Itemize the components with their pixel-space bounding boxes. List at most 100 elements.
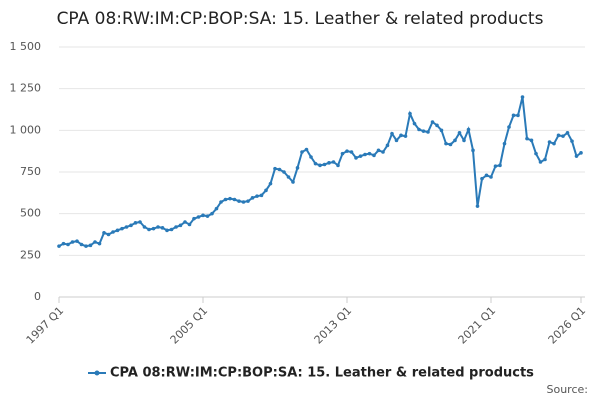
point [489, 175, 493, 179]
point [547, 140, 552, 144]
legend-point [94, 370, 100, 376]
point [381, 150, 385, 154]
point [70, 240, 75, 244]
point [129, 223, 133, 228]
point [232, 197, 237, 202]
point [277, 167, 282, 172]
point [196, 215, 201, 219]
point [502, 141, 507, 146]
point [493, 164, 498, 168]
point [466, 127, 471, 132]
point [214, 206, 219, 211]
point [223, 197, 228, 202]
point [376, 148, 381, 153]
point [520, 95, 525, 99]
point [462, 138, 466, 143]
point [349, 150, 354, 154]
point [561, 134, 565, 138]
x-tick-label: 1997 Q1 [24, 304, 67, 347]
y-tick-label: 1 500 [10, 40, 42, 53]
point [331, 160, 336, 164]
point [448, 142, 453, 147]
x-tick-label: 2026 Q1 [546, 304, 589, 347]
point [291, 180, 295, 184]
point [516, 113, 520, 118]
point [66, 242, 70, 247]
point [102, 231, 106, 235]
point [529, 138, 534, 143]
point [138, 220, 142, 224]
point [390, 131, 394, 136]
point [97, 241, 102, 246]
point [385, 143, 390, 148]
point [439, 128, 444, 133]
point [205, 214, 210, 218]
point [183, 220, 187, 224]
point [403, 134, 408, 138]
point [498, 163, 502, 168]
legend-label: CPA 08:RW:IM:CP:BOP:SA: 15. Leather & re… [110, 366, 534, 381]
point [534, 151, 538, 156]
point [372, 153, 376, 158]
y-tick-label: 1 250 [10, 82, 42, 95]
point [75, 239, 79, 243]
point [444, 141, 448, 146]
point [241, 200, 246, 204]
point [300, 150, 304, 154]
point [61, 241, 66, 246]
point [430, 120, 435, 124]
point [412, 121, 417, 126]
point [556, 133, 561, 138]
point [84, 244, 88, 248]
point [471, 148, 475, 153]
point [120, 226, 124, 231]
point [367, 151, 372, 156]
point [480, 176, 484, 181]
point [169, 227, 174, 232]
point [507, 125, 511, 129]
point [394, 138, 399, 143]
point [457, 131, 462, 135]
point [133, 221, 138, 225]
x-tick-label: 2021 Q1 [456, 304, 499, 347]
point [268, 181, 273, 186]
point [273, 166, 277, 171]
point [574, 154, 579, 158]
point [340, 151, 345, 156]
point [421, 129, 426, 133]
point [309, 155, 313, 159]
point [192, 216, 196, 221]
point [165, 228, 169, 233]
point [475, 204, 480, 208]
point [570, 139, 574, 143]
point [57, 244, 61, 248]
point [363, 152, 367, 157]
point [88, 243, 93, 248]
point [111, 230, 115, 234]
point [484, 173, 489, 178]
y-tick-label: 250 [20, 248, 41, 261]
point [322, 162, 327, 167]
point [336, 163, 340, 168]
point [408, 111, 412, 116]
point [264, 188, 268, 193]
point [237, 199, 241, 203]
point [106, 232, 111, 237]
point [151, 226, 156, 231]
y-tick-label: 750 [20, 165, 41, 178]
point [142, 225, 147, 229]
point [201, 213, 205, 218]
point [210, 211, 214, 216]
point [115, 228, 120, 233]
point [250, 196, 255, 200]
point [417, 127, 421, 132]
point [79, 242, 84, 247]
point [313, 161, 318, 166]
point [282, 170, 286, 174]
point [160, 226, 165, 230]
point [543, 157, 547, 162]
point [255, 194, 259, 198]
point [453, 138, 457, 143]
point [156, 225, 160, 229]
